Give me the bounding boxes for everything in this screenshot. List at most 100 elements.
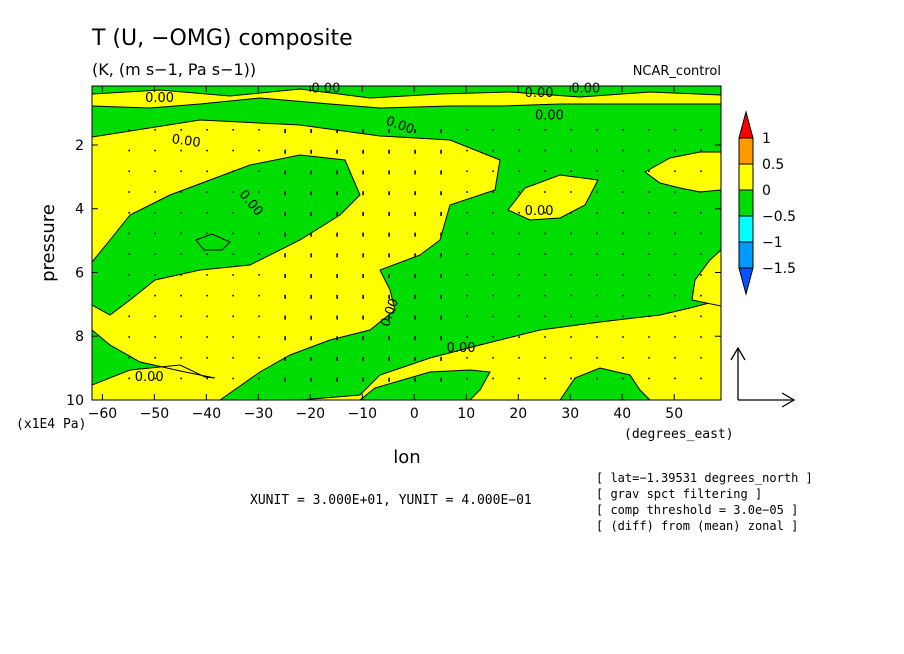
vector-arrow [674,294,676,297]
colorbar-top-triangle [738,110,754,139]
vector-arrow [700,232,702,235]
contour-label: 0.00 [145,91,174,106]
notes: [ lat=−1.39531 degrees_north ] [ grav sp… [596,471,813,533]
positive-region-top-band [92,88,721,109]
vector-arrow [492,149,494,152]
vector-arrow [362,129,364,134]
vector-arrow [466,274,468,276]
vector-arrow [388,129,390,134]
vector-arrow [544,149,546,152]
vector-arrow [336,170,338,175]
vector-arrow [128,274,130,276]
colorbar-label: −1.5 [762,261,796,277]
vector-arrow [440,315,442,320]
colorbar-segment [738,137,754,165]
vector-arrow [232,129,234,131]
plot-area [92,86,721,400]
vector-arrow [570,170,572,173]
vector-arrow [154,274,156,276]
vector-arrow [232,377,234,380]
vector-arrow [440,253,442,258]
chart-subtitle: (K, (m s−1, Pa s−1)) [92,60,256,79]
vector-arrow [518,274,520,276]
vector-arrow [622,211,624,214]
vector-arrow [154,129,156,131]
vector-arrow [180,129,182,131]
colorbar-segment [738,215,754,243]
vector-arrow [622,129,624,131]
contour-label: 0.00 [135,370,164,385]
vector-arrow [180,170,182,173]
vector-arrow [388,294,390,299]
vector-arrow [648,377,650,380]
vector-arrow [414,294,416,299]
vector-arrow [284,377,286,382]
vector-arrow [466,191,468,193]
vector-arrow [492,191,494,193]
vector-arrow [544,336,546,338]
vector-arrow [258,149,260,152]
vector-arrow [596,149,598,152]
vector-arrow [206,294,208,297]
vector-arrow [414,377,416,382]
colorbar-label: −0.5 [762,209,796,225]
x-tick-label: 10 [457,406,475,422]
vector-arrow [700,336,702,338]
vector-arrow [258,377,260,380]
y-axis-units: (x1E4 Pa) [16,417,86,432]
vector-arrow [440,294,442,299]
vector-arrow [622,253,624,255]
colorbar-label: 0.5 [762,157,784,173]
vector-arrow [674,356,676,359]
vector-arrow [154,191,156,193]
vector-arrow [492,232,494,235]
note-1: [ lat=−1.39531 degrees_north ] [596,471,813,485]
vector-arrow [232,336,234,338]
contour-label: 0.00 [535,108,564,123]
vector-arrow [362,149,364,154]
x-axis: −60 −50 −40 −30 −20 −10 0 10 20 30 40 50 [88,86,683,422]
vector-arrow [518,294,520,297]
vector-arrow [336,336,338,341]
positive-region-mid-east [507,174,599,221]
vector-arrow [596,274,598,276]
x-tick-label: 50 [665,406,683,422]
vector-arrow [154,170,156,173]
vector-arrow [492,253,494,255]
vector-arrow [336,232,338,237]
vector-arrow [622,377,624,380]
vector-arrow [284,149,286,154]
vector-arrow [258,294,260,297]
vector-arrow [622,294,624,297]
vector-arrow [570,232,572,235]
vector-arrow [258,315,260,318]
vector-arrow [154,232,156,235]
colorbar-segment [738,163,754,191]
vector-arrow [180,191,182,193]
vector-arrow [570,315,572,318]
vector-arrow [414,253,416,258]
vector-arrow [648,294,650,297]
vector-arrow [206,274,208,276]
reference-vector-y-head [730,346,746,361]
vector-arrow [206,129,208,131]
vector-arrow [128,356,130,359]
vector-arrow [310,294,312,299]
vector-arrow [206,253,208,255]
vector-arrow [570,274,572,276]
vector-arrow [180,356,182,359]
vector-arrow [414,336,416,341]
vector-arrow [570,336,572,338]
vector-arrow [596,356,598,359]
vector-arrow [154,315,156,318]
vector-arrow [232,149,234,152]
vector-arrow [596,336,598,338]
vector-arrow [180,336,182,338]
vector-arrow [622,315,624,318]
vector-arrow [440,336,442,341]
vector-arrow [440,274,442,279]
vector-arrow [206,377,208,380]
vector-arrow [388,315,390,320]
vector-arrow [570,294,572,297]
vector-arrow [284,129,286,134]
